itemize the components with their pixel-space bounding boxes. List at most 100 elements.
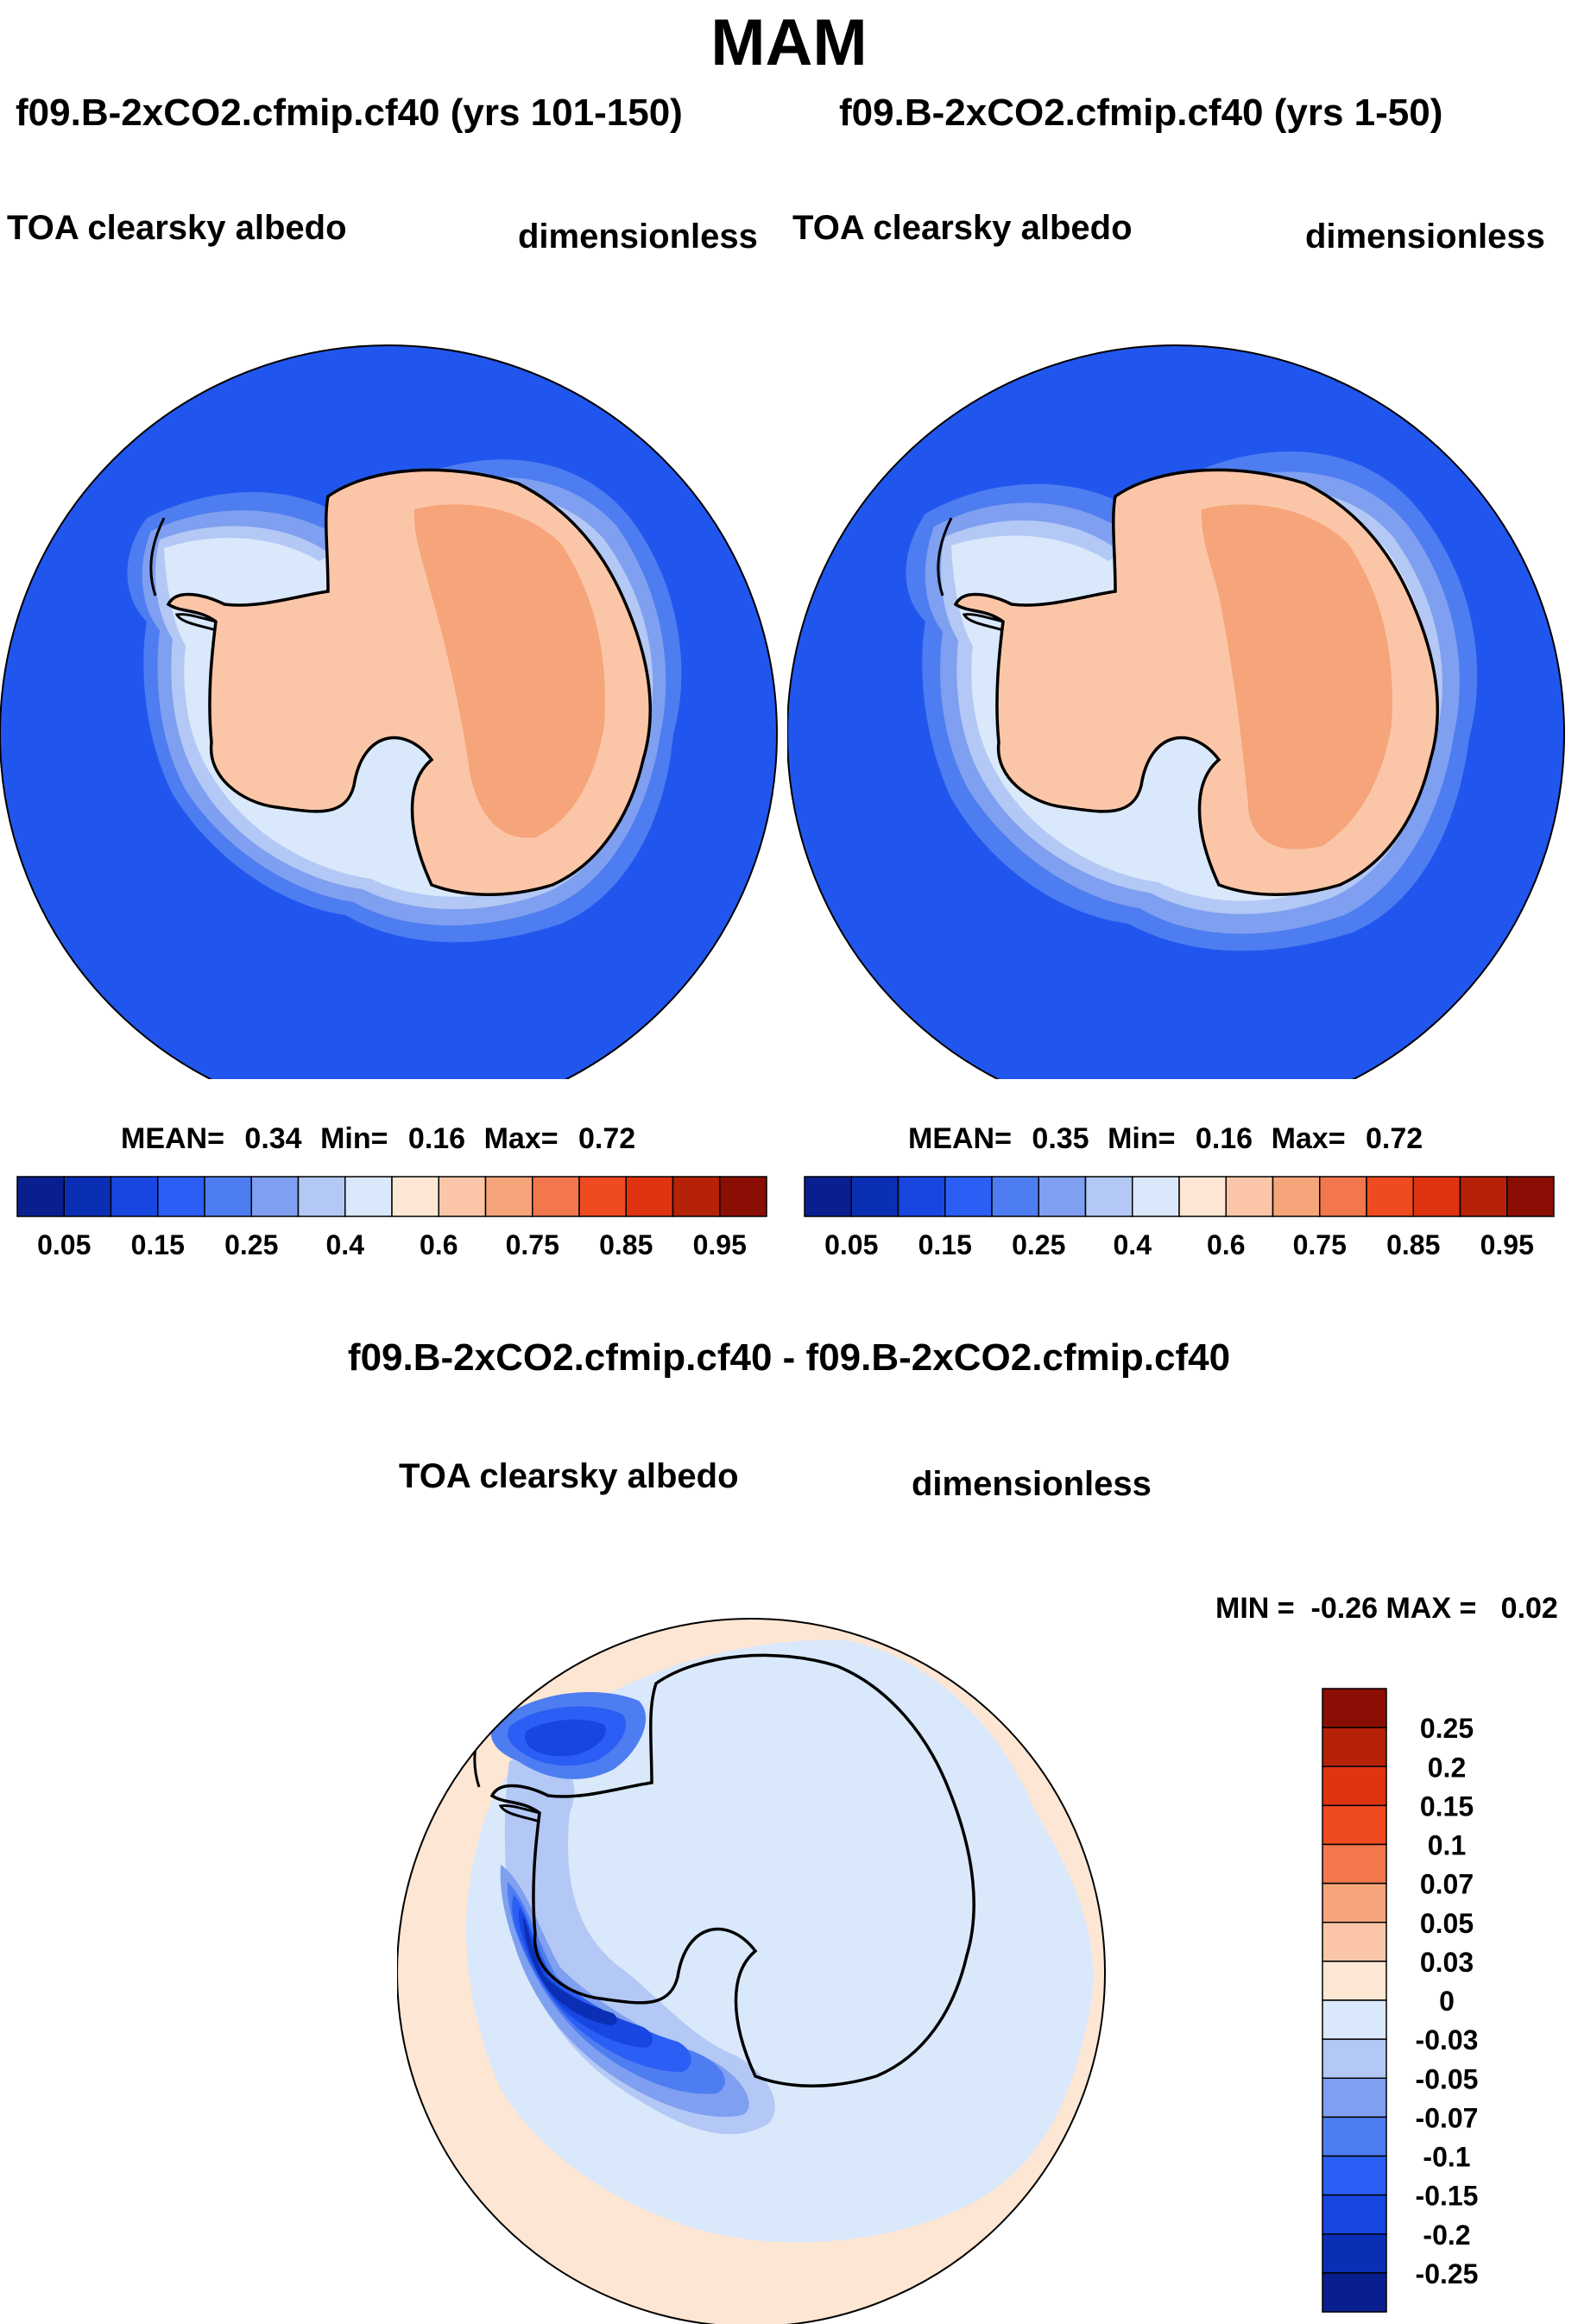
colorbar-box	[1225, 1176, 1274, 1217]
colorbar-tick-label: -0.2	[1423, 2220, 1470, 2251]
colorbar-boxes	[16, 1176, 767, 1217]
colorbar-tick-label: -0.15	[1416, 2181, 1479, 2212]
map-boundary	[0, 344, 778, 1079]
colorbar-tick-label: 0.15	[1420, 1790, 1474, 1822]
colorbar-tick-label: 0.85	[1386, 1229, 1440, 1260]
colorbar-box	[1459, 1176, 1508, 1217]
max-value: 0.72	[1366, 1122, 1423, 1155]
colorbar-box	[1506, 1176, 1555, 1217]
diff-variable: TOA clearsky albedo	[399, 1457, 739, 1495]
panel1-colorbar: 0.05 0.15 0.25 0.4 0.6 0.75 0.85 0.95	[16, 1176, 767, 1260]
colorbar-box	[1322, 1882, 1387, 1923]
colorbar-tick-label: 0.25	[224, 1229, 278, 1260]
colorbar-box	[1084, 1176, 1133, 1217]
panel2-colorbar: 0.05 0.15 0.25 0.4 0.6 0.75 0.85 0.95	[804, 1176, 1555, 1260]
colorbar-tick-label: 0.4	[326, 1229, 365, 1260]
colorbar-box	[204, 1176, 252, 1217]
panel1-title: f09.B-2xCO2.cfmip.cf40 (yrs 101-150)	[16, 92, 683, 134]
colorbar-box	[1319, 1176, 1367, 1217]
panel1-map	[0, 344, 778, 1079]
diff-minmax: MIN = -0.26 MAX = 0.02	[1215, 1592, 1558, 1625]
colorbar-box	[1322, 2155, 1387, 2196]
colorbar-tick-label: 0.6	[420, 1229, 458, 1260]
diff-colorbar: 0.25 0.2 0.15 0.1 0.07 0.05 0.03 0 -0.03 -0.05 -0.…	[1322, 1688, 1479, 2313]
coastline	[953, 468, 1439, 896]
mean-label: MEAN=	[121, 1122, 224, 1155]
colorbar-box	[1322, 2077, 1387, 2119]
colorbar-box	[625, 1176, 674, 1217]
colorbar-labels: 0.25 0.2 0.15 0.1 0.07 0.05 0.03 0 -0.03 -0.05 -0.…	[1416, 1713, 1479, 2289]
panel1-variable: TOA clearsky albedo	[7, 209, 347, 247]
colorbar-tick-label: 0.2	[1428, 1752, 1466, 1783]
colorbar-box	[1322, 1765, 1387, 1807]
coastline	[489, 1653, 975, 2087]
coastline	[166, 468, 652, 896]
colorbar-box	[344, 1176, 393, 1217]
colorbar-box	[1038, 1176, 1087, 1217]
colorbar-box	[16, 1176, 65, 1217]
mean-value: 0.34	[244, 1122, 302, 1155]
colorbar-tick-label: 0.03	[1420, 1947, 1474, 1978]
peninsula-coastline	[937, 517, 1004, 632]
max-value: 0.72	[578, 1122, 636, 1155]
colorbar-box	[1322, 2116, 1387, 2157]
diff-map	[397, 1618, 1106, 2324]
map-boundary	[787, 344, 1565, 1079]
colorbar-tick-label: 0.75	[1293, 1229, 1347, 1260]
colorbar-box	[1322, 1688, 1387, 1728]
east-antarctic-plateau	[1201, 504, 1392, 849]
colorbar-tick-label: 0.6	[1207, 1229, 1245, 1260]
panel2-units: dimensionless	[1305, 218, 1545, 256]
colorbar-box	[110, 1176, 159, 1217]
colorbar-box	[1322, 1843, 1387, 1885]
colorbar-tick-label: 0.25	[1012, 1229, 1065, 1260]
colorbar-tick-label: -0.25	[1416, 2258, 1479, 2289]
colorbar-labels: 0.05 0.15 0.25 0.4 0.6 0.75 0.85 0.95	[37, 1229, 747, 1260]
max-label: Max=	[1271, 1122, 1346, 1155]
colorbar-box	[991, 1176, 1039, 1217]
colorbar-tick-label: 0.05	[824, 1229, 878, 1260]
colorbar-tick-label: 0.25	[1420, 1713, 1474, 1744]
colorbar-tick-label: -0.07	[1416, 2102, 1479, 2133]
panel2-title: f09.B-2xCO2.cfmip.cf40 (yrs 1-50)	[839, 92, 1443, 134]
mean-value: 0.35	[1032, 1122, 1089, 1155]
min-label: Min=	[1108, 1122, 1176, 1155]
diff-peninsula-low-3	[523, 1917, 617, 2025]
colorbar-box	[804, 1176, 852, 1217]
colorbar-box	[1272, 1176, 1321, 1217]
colorbar-box	[157, 1176, 205, 1217]
colorbar-box	[850, 1176, 899, 1217]
panel1-stats: MEAN= 0.34 Min= 0.16 Max= 0.72	[121, 1122, 635, 1156]
min-value: 0.16	[1195, 1122, 1253, 1155]
colorbar-box	[1412, 1176, 1461, 1217]
colorbar-labels: 0.05 0.15 0.25 0.4 0.6 0.75 0.85 0.95	[824, 1229, 1534, 1260]
colorbar-box	[719, 1176, 767, 1217]
colorbar-box	[672, 1176, 721, 1217]
diff-title: f09.B-2xCO2.cfmip.cf40 - f09.B-2xCO2.cfm…	[347, 1336, 1231, 1379]
peninsula-coastline	[149, 517, 217, 632]
colorbar-tick-label: 0.05	[37, 1229, 91, 1260]
colorbar-box	[1322, 1961, 1387, 2001]
colorbar-box	[1366, 1176, 1414, 1217]
min-label: Min=	[320, 1122, 388, 1155]
colorbar-box	[1322, 2194, 1387, 2235]
colorbar-box	[484, 1176, 533, 1217]
colorbar-tick-label: 0.75	[506, 1229, 559, 1260]
diff-units: dimensionless	[912, 1465, 1152, 1503]
colorbar-tick-label: -0.1	[1423, 2142, 1470, 2173]
colorbar-tick-label: 0.15	[131, 1229, 185, 1260]
colorbar-tick-label: 0.95	[1480, 1229, 1534, 1260]
diff-weddell-low-3	[524, 1719, 606, 1757]
colorbar-box	[897, 1176, 946, 1217]
colorbar-box	[532, 1176, 580, 1217]
diff-negative-small	[466, 1639, 1094, 2243]
panel2-map	[787, 344, 1565, 1079]
colorbar-box	[1322, 2272, 1387, 2313]
colorbar-box	[1322, 1727, 1387, 1767]
colorbar-box	[1178, 1176, 1227, 1217]
colorbar-tick-label: 0.95	[693, 1229, 747, 1260]
max-label: Max=	[483, 1122, 559, 1155]
colorbar-box	[63, 1176, 112, 1217]
colorbar-tick-label: 0.15	[918, 1229, 972, 1260]
colorbar-box	[578, 1176, 627, 1217]
